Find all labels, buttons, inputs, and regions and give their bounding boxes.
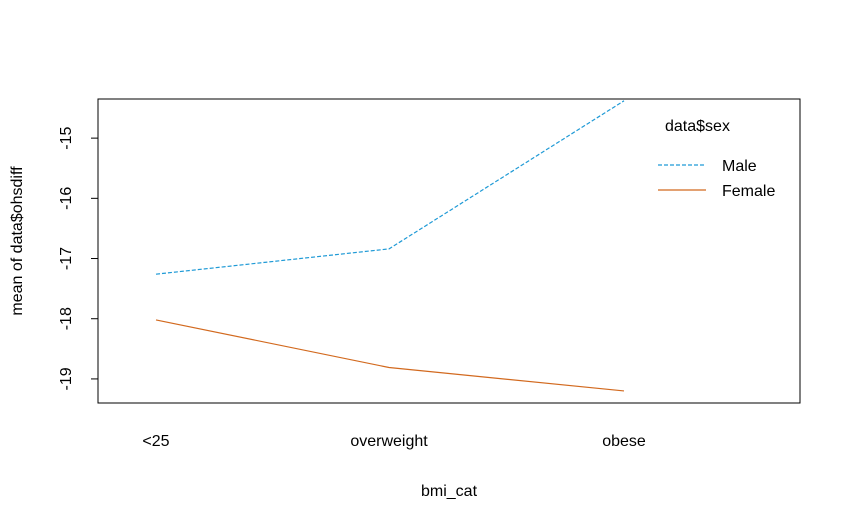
legend-items: Male Female — [658, 158, 775, 200]
x-tick-label: <25 — [142, 433, 169, 450]
y-axis-label: mean of data$ohsdiff — [9, 166, 26, 316]
series-line-female — [155, 319, 625, 392]
legend-label-female: Female — [722, 183, 775, 200]
y-axis: -15 -16 -17 -18 -19 — [58, 126, 99, 390]
series-line-male — [155, 100, 625, 275]
y-tick-label: -16 — [58, 187, 75, 210]
legend-label-male: Male — [722, 158, 757, 175]
x-tick-labels: <25 overweight obese — [142, 433, 645, 450]
y-tick-label: -19 — [58, 367, 75, 390]
y-tick-label: -18 — [58, 307, 75, 330]
x-axis-label: bmi_cat — [421, 483, 478, 500]
x-tick-label: obese — [602, 433, 646, 450]
plot-frame — [97, 98, 801, 404]
x-tick-label: overweight — [350, 433, 428, 450]
legend-title: data$sex — [665, 118, 730, 135]
series-lines — [155, 100, 625, 392]
y-tick-label: -17 — [58, 247, 75, 270]
legend: data$sex Male Female — [658, 118, 775, 200]
y-tick-label: -15 — [58, 126, 75, 149]
